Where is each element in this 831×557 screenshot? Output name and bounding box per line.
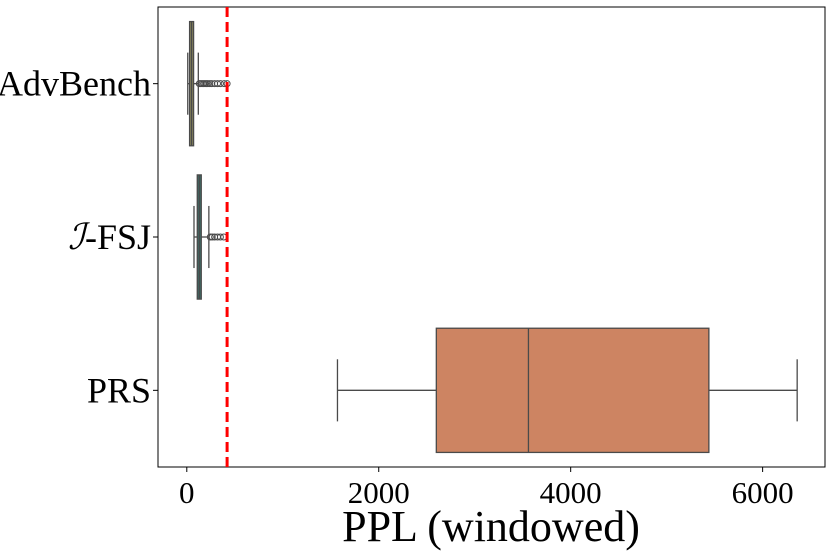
x-axis-title: PPL (windowed)	[342, 502, 640, 551]
outlier-point	[204, 80, 212, 88]
box-group	[187, 20, 231, 147]
box-group	[336, 327, 798, 454]
x-tick-label: 0	[179, 475, 195, 510]
label-text: PRS	[87, 370, 151, 410]
label-text: -FSJ	[85, 217, 151, 257]
outlier-point	[206, 80, 214, 88]
x-tick-label: 6000	[732, 475, 794, 510]
y-tick-label: PRS	[87, 370, 151, 410]
y-tick-label: AdvBench	[0, 64, 151, 104]
label-text: AdvBench	[0, 64, 151, 104]
y-tick-label: ℐ-FSJ	[68, 217, 151, 257]
outlier-point	[216, 233, 224, 241]
outlier-point	[208, 233, 216, 241]
outlier-point	[216, 80, 224, 88]
x-ticks: 0 2000 4000 6000	[179, 467, 794, 510]
box-iqr	[435, 327, 710, 454]
outlier-point	[214, 80, 222, 88]
box-group	[193, 174, 228, 300]
x-tick-label: 4000	[540, 475, 602, 510]
x-tick-label: 2000	[348, 475, 410, 510]
y-tick-labels: AdvBench ℐ-FSJ PRS	[0, 64, 158, 410]
boxes-layer	[187, 20, 798, 454]
outlier-point	[206, 233, 214, 241]
